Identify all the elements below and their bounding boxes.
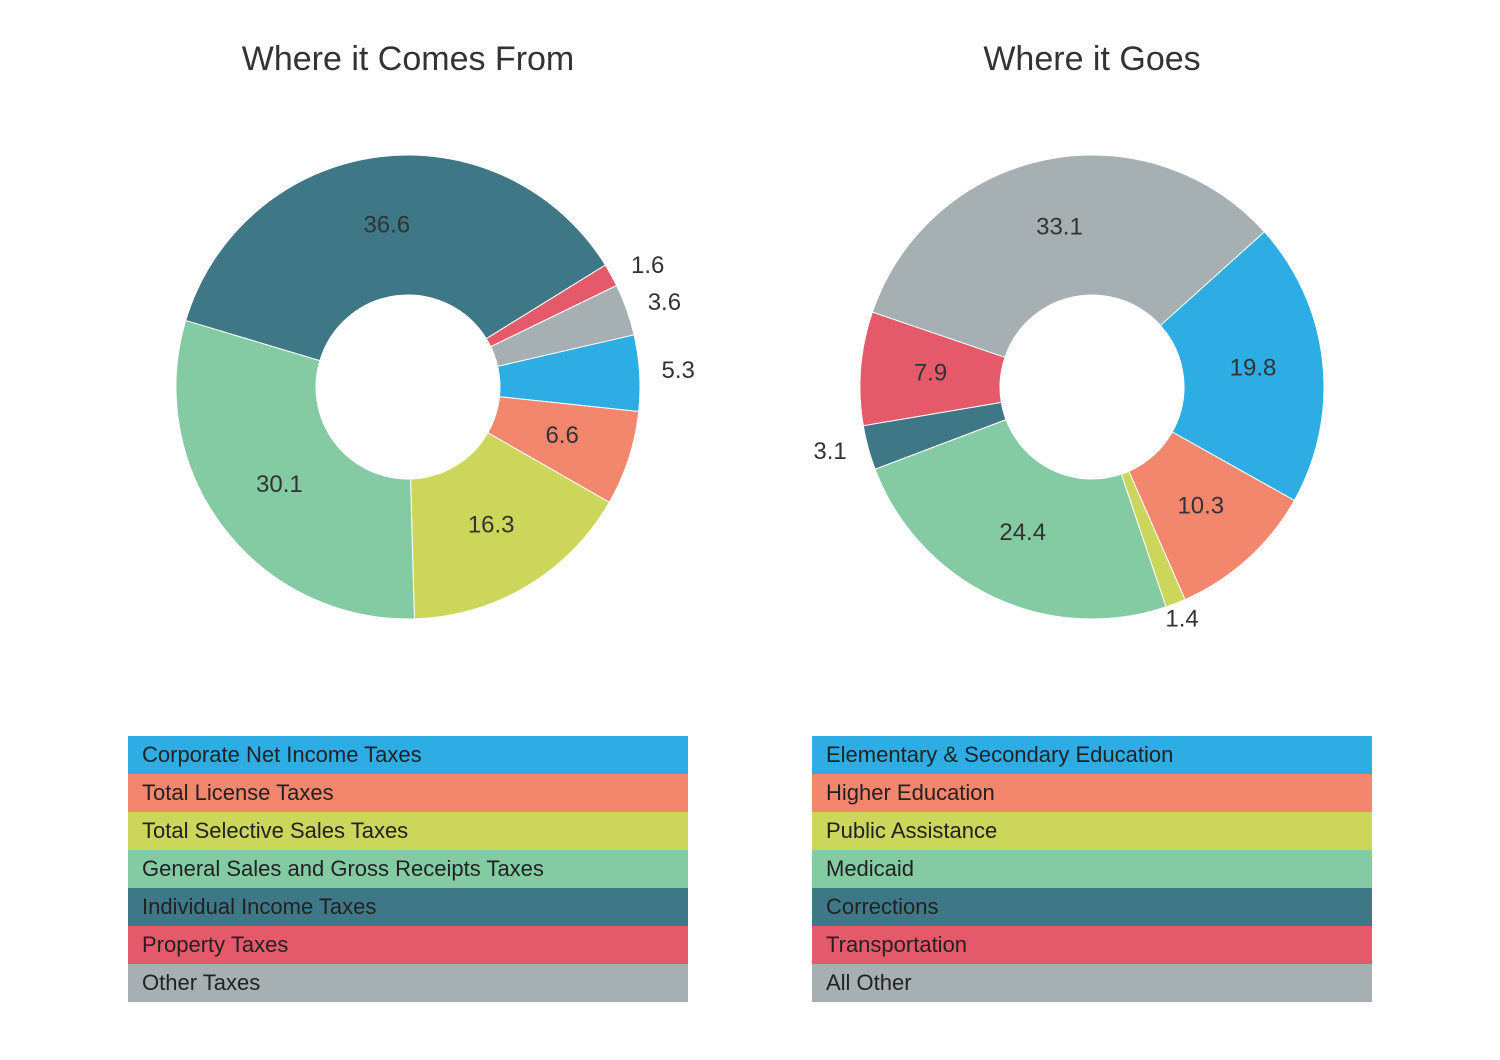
legend-row-goes-1: Higher Education bbox=[812, 774, 1372, 812]
slice-value-goes-1: 10.3 bbox=[1177, 492, 1224, 519]
legend-row-comes-from-3: General Sales and Gross Receipts Taxes bbox=[128, 850, 688, 888]
legend-row-comes-from-4: Individual Income Taxes bbox=[128, 888, 688, 926]
donut-chart-comes-from: 5.3 6.6 16.3 30.1 36.6 1.6 3.6 bbox=[106, 85, 710, 694]
legend-row-comes-from-0: Corporate Net Income Taxes bbox=[128, 736, 688, 774]
legend-row-goes-4: Corrections bbox=[812, 888, 1372, 926]
legend-row-comes-from-5: Property Taxes bbox=[128, 926, 688, 964]
slice-value-goes-5: 7.9 bbox=[914, 359, 947, 386]
legend-goes: Elementary & Secondary Education Higher … bbox=[812, 736, 1372, 1002]
slice-comes-from-3 bbox=[176, 320, 414, 619]
legend-label-goes-6: All Other bbox=[826, 970, 912, 996]
legend-row-goes-2: Public Assistance bbox=[812, 812, 1372, 850]
legend-label-goes-0: Elementary & Secondary Education bbox=[826, 742, 1173, 768]
slice-value-comes-from-4: 36.6 bbox=[363, 212, 410, 239]
slice-value-comes-from-5: 1.6 bbox=[631, 252, 664, 279]
slice-value-comes-from-1: 6.6 bbox=[545, 422, 578, 449]
donut-chart-goes: 19.8 10.3 1.4 24.4 3.1 7.9 33.1 bbox=[790, 85, 1394, 694]
legend-label-goes-1: Higher Education bbox=[826, 780, 995, 806]
chart-title-comes-from: Where it Comes From bbox=[242, 40, 575, 79]
page: Where it Comes From 5.3 6.6 16.3 30.1 36.6 1.… bbox=[0, 0, 1500, 1060]
legend-label-comes-from-2: Total Selective Sales Taxes bbox=[142, 818, 408, 844]
legend-row-comes-from-2: Total Selective Sales Taxes bbox=[128, 812, 688, 850]
chart-title-goes: Where it Goes bbox=[983, 40, 1200, 79]
slice-value-comes-from-6: 3.6 bbox=[648, 289, 681, 316]
chart-column-goes: Where it Goes 19.810.31.424.43.17.933.1 … bbox=[790, 40, 1394, 1020]
legend-row-goes-3: Medicaid bbox=[812, 850, 1372, 888]
slice-value-goes-2: 1.4 bbox=[1165, 606, 1198, 633]
legend-label-comes-from-6: Other Taxes bbox=[142, 970, 260, 996]
legend-row-comes-from-1: Total License Taxes bbox=[128, 774, 688, 812]
legend-label-goes-4: Corrections bbox=[826, 894, 938, 920]
slice-value-goes-6: 33.1 bbox=[1036, 214, 1083, 241]
legend-label-goes-2: Public Assistance bbox=[826, 818, 997, 844]
slice-value-comes-from-2: 16.3 bbox=[468, 511, 515, 538]
slice-value-goes-4: 3.1 bbox=[813, 438, 846, 465]
slice-value-goes-3: 24.4 bbox=[999, 519, 1046, 546]
legend-label-comes-from-5: Property Taxes bbox=[142, 932, 288, 958]
legend-row-goes-6: All Other bbox=[812, 964, 1372, 1002]
slice-value-comes-from-3: 30.1 bbox=[256, 471, 303, 498]
legend-row-comes-from-6: Other Taxes bbox=[128, 964, 688, 1002]
chart-column-comes-from: Where it Comes From 5.3 6.6 16.3 30.1 36.6 1.… bbox=[106, 40, 710, 1020]
legend-label-comes-from-3: General Sales and Gross Receipts Taxes bbox=[142, 856, 544, 882]
legend-label-comes-from-1: Total License Taxes bbox=[142, 780, 334, 806]
slice-value-comes-from-0: 5.3 bbox=[662, 357, 695, 384]
legend-label-comes-from-0: Corporate Net Income Taxes bbox=[142, 742, 422, 768]
legend-row-goes-0: Elementary & Secondary Education bbox=[812, 736, 1372, 774]
legend-label-goes-5: Transportation bbox=[826, 932, 967, 958]
legend-label-comes-from-4: Individual Income Taxes bbox=[142, 894, 376, 920]
legend-label-goes-3: Medicaid bbox=[826, 856, 914, 882]
slice-value-goes-0: 19.8 bbox=[1230, 354, 1277, 381]
legend-row-goes-5: Transportation bbox=[812, 926, 1372, 964]
legend-comes-from: Corporate Net Income Taxes Total License… bbox=[128, 736, 688, 1002]
